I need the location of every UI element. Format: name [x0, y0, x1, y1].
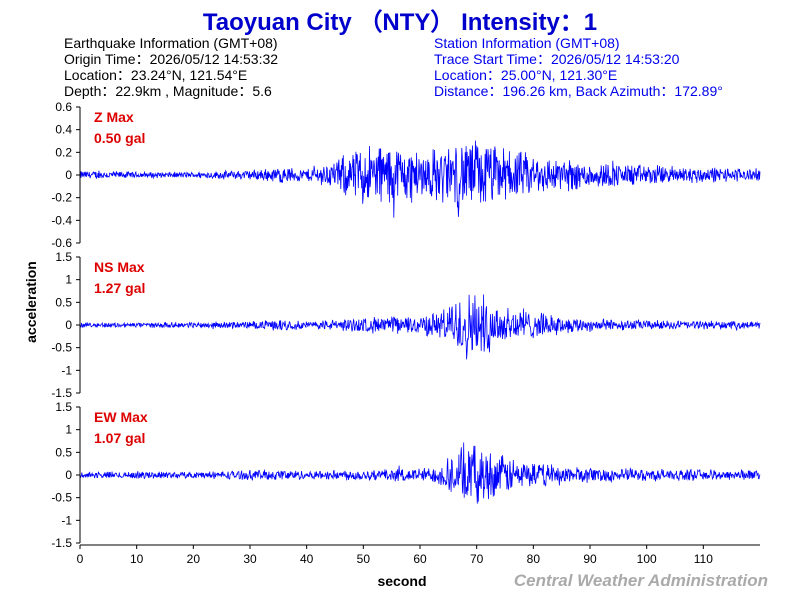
station-info-heading: Station Information (GMT+08)	[434, 35, 620, 51]
x-tick-label: 70	[470, 552, 484, 566]
x-tick-label: 50	[357, 552, 371, 566]
x-tick-label: 80	[527, 552, 541, 566]
station-location: Location：25.00°N, 121.30°E	[434, 67, 618, 83]
y-tick-label: -0.5	[51, 341, 72, 355]
epicenter-location: Location：23.24°N, 121.54°E	[64, 67, 248, 83]
x-tick-label: 110	[694, 552, 713, 566]
max-value-ns: 1.27 gal	[94, 280, 145, 296]
max-label-ns: NS Max	[94, 259, 145, 275]
x-axis-label: second	[377, 573, 426, 589]
max-value-ew: 1.07 gal	[94, 430, 145, 446]
earthquake-info: Earthquake Information (GMT+08) Origin T…	[64, 35, 278, 99]
y-tick-label: -0.2	[51, 191, 72, 205]
y-tick-label: -1	[61, 363, 72, 377]
y-tick-label: -0.5	[51, 491, 72, 505]
y-tick-label: 0.6	[55, 100, 72, 114]
max-label-ew: EW Max	[94, 409, 148, 425]
x-tick-label: 100	[637, 552, 657, 566]
waveform-ns	[79, 294, 761, 360]
earthquake-info-heading: Earthquake Information (GMT+08)	[64, 35, 278, 51]
x-tick-label: 60	[413, 552, 427, 566]
y-axis-label: acceleration	[23, 261, 39, 343]
max-value-z: 0.50 gal	[94, 130, 145, 146]
waveform-ew	[79, 442, 761, 504]
y-tick-label: -1.5	[51, 386, 72, 400]
chart-title: Taoyuan City （NTY） Intensity：1	[202, 9, 598, 36]
agency-credit: Central Weather Administration	[514, 571, 768, 590]
y-tick-label: 0	[65, 168, 72, 182]
max-label-z: Z Max	[94, 109, 134, 125]
y-tick-label: 0	[65, 318, 72, 332]
y-tick-label: 1.5	[55, 400, 72, 414]
y-tick-label: 0	[65, 468, 72, 482]
x-tick-label: 0	[77, 552, 84, 566]
y-tick-label: 1	[65, 273, 72, 287]
x-tick-label: 20	[187, 552, 201, 566]
y-tick-label: 1.5	[55, 250, 72, 264]
x-tick-label: 10	[130, 552, 144, 566]
y-tick-label: -1	[61, 513, 72, 527]
depth-magnitude: Depth：22.9km , Magnitude：5.6	[64, 83, 272, 99]
y-tick-label: -1.5	[51, 536, 72, 550]
x-axis: 0 10 20 30 40 50 60 70 80 90 100 110	[77, 544, 760, 566]
x-tick-label: 30	[243, 552, 257, 566]
y-tick-label: -0.6	[51, 236, 72, 250]
panel-z: -0.6 -0.4 -0.2 0 0.2 0.4 0.6 Z Max 0.50 gal	[51, 100, 761, 250]
station-info: Station Information (GMT+08) Trace Start…	[434, 35, 723, 99]
panel-ns: -1.5 -1 -0.5 0 0.5 1 1.5 NS Max 1.27 gal	[51, 250, 761, 400]
waveform-z	[79, 140, 761, 218]
x-tick-label: 40	[300, 552, 314, 566]
y-tick-label: 0.4	[55, 123, 72, 137]
y-tick-label: 1	[65, 423, 72, 437]
origin-time: Origin Time：2026/05/12 14:53:32	[64, 51, 279, 67]
trace-start-time: Trace Start Time：2026/05/12 14:53:20	[434, 51, 680, 67]
panel-ew: -1.5 -1 -0.5 0 0.5 1 1.5 EW Max 1.07 gal	[51, 400, 761, 550]
y-tick-label: 0.2	[55, 145, 72, 159]
distance-azimuth: Distance：196.26 km, Back Azimuth：172.89°	[434, 83, 723, 99]
y-tick-label: -0.4	[51, 213, 72, 227]
x-tick-label: 90	[583, 552, 597, 566]
y-tick-label: 0.5	[55, 445, 72, 459]
y-tick-label: 0.5	[55, 295, 72, 309]
